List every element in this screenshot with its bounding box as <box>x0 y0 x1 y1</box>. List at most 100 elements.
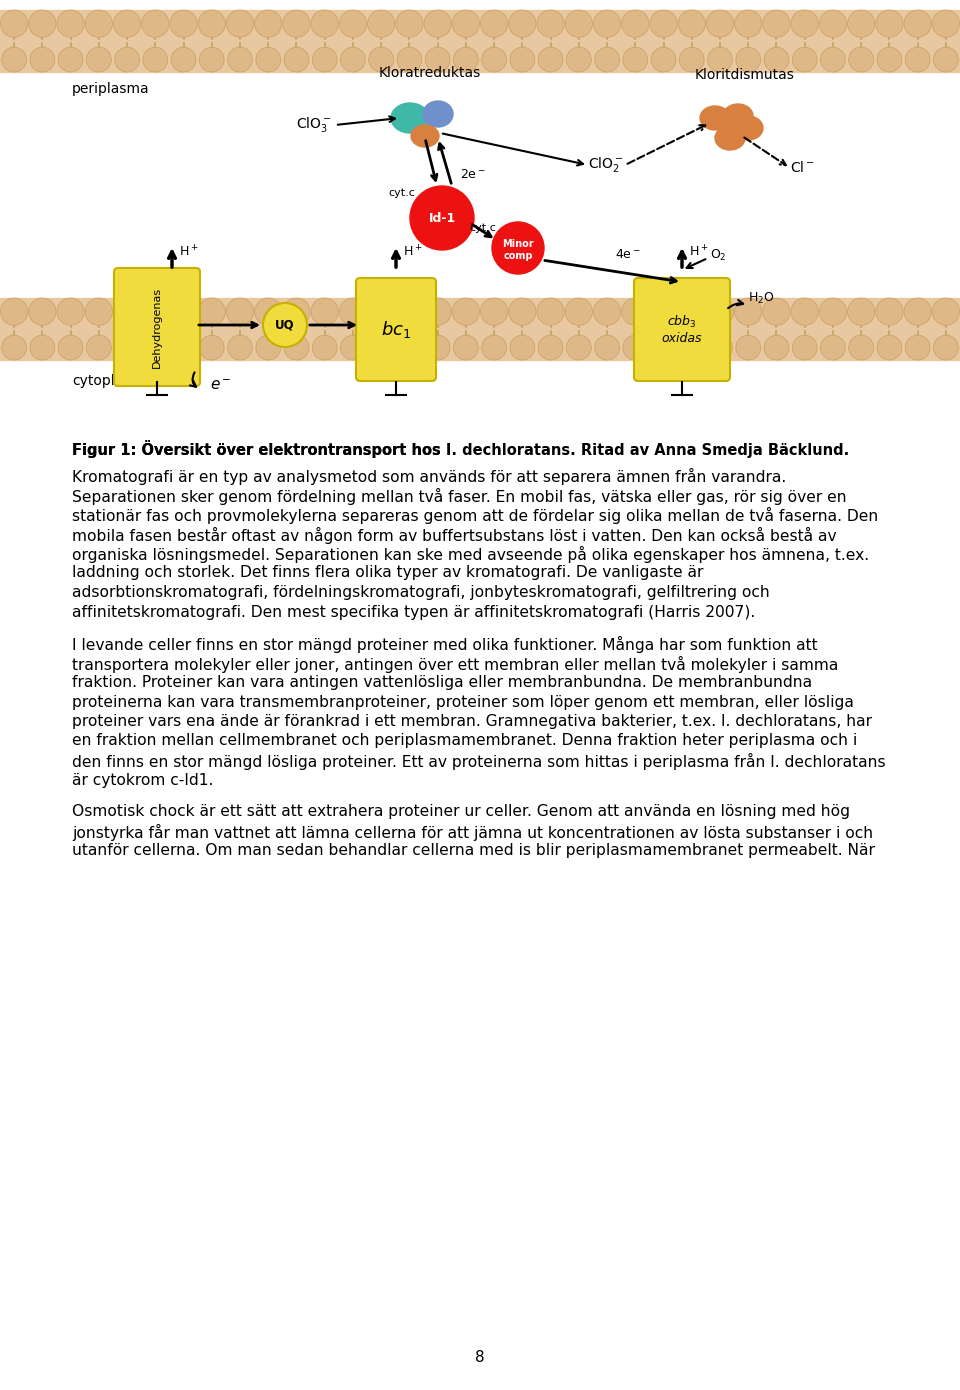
Circle shape <box>650 10 677 38</box>
Circle shape <box>397 335 421 360</box>
Circle shape <box>565 10 592 38</box>
Circle shape <box>849 335 874 360</box>
Circle shape <box>566 47 591 72</box>
Text: Kromatografi är en typ av analysmetod som används för att separera ämnen från va: Kromatografi är en typ av analysmetod so… <box>72 468 786 485</box>
Circle shape <box>170 297 197 325</box>
Circle shape <box>369 47 394 72</box>
Circle shape <box>368 10 395 38</box>
Circle shape <box>678 10 706 38</box>
Circle shape <box>651 335 676 360</box>
Text: Minor
comp: Minor comp <box>502 239 534 261</box>
Circle shape <box>707 10 733 38</box>
Circle shape <box>905 47 930 72</box>
Circle shape <box>734 10 762 38</box>
Bar <box>0 297 960 360</box>
Text: är cytokrom c-Id1.: är cytokrom c-Id1. <box>72 773 213 788</box>
Circle shape <box>113 297 141 325</box>
Circle shape <box>396 10 423 38</box>
Text: 2e$^-$: 2e$^-$ <box>460 168 486 182</box>
Text: I levande celler finns en stor mängd proteiner med olika funktioner. Många har s: I levande celler finns en stor mängd pro… <box>72 637 818 653</box>
Circle shape <box>680 335 705 360</box>
Text: H$^+$: H$^+$ <box>179 245 199 260</box>
Circle shape <box>311 10 338 38</box>
Circle shape <box>284 47 309 72</box>
Ellipse shape <box>723 104 753 128</box>
Circle shape <box>566 335 591 360</box>
Circle shape <box>877 47 901 72</box>
Text: O$_2$: O$_2$ <box>710 247 727 263</box>
Bar <box>0 10 960 72</box>
Circle shape <box>819 297 847 325</box>
Circle shape <box>452 10 480 38</box>
Text: adsorbtionskromatografi, fördelningskromatografi, jonbyteskromatografi, gelfiltr: adsorbtionskromatografi, fördelningskrom… <box>72 585 770 600</box>
Text: Cl$^-$: Cl$^-$ <box>790 160 815 175</box>
Circle shape <box>821 47 846 72</box>
Circle shape <box>480 297 508 325</box>
Text: stationär fas och provmolekylerna separeras genom att de fördelar sig olika mell: stationär fas och provmolekylerna separe… <box>72 507 878 524</box>
Text: ClO$_2^-$: ClO$_2^-$ <box>588 156 624 175</box>
Text: ClO$_3^-$: ClO$_3^-$ <box>297 115 332 135</box>
Text: jonstyrka får man vattnet att lämna cellerna för att jämna ut koncentrationen av: jonstyrka får man vattnet att lämna cell… <box>72 823 874 841</box>
FancyBboxPatch shape <box>634 278 730 381</box>
Circle shape <box>792 335 817 360</box>
Circle shape <box>650 297 677 325</box>
Circle shape <box>904 10 931 38</box>
Circle shape <box>2 47 27 72</box>
Circle shape <box>537 10 564 38</box>
Circle shape <box>339 297 367 325</box>
Text: laddning och storlek. Det finns flera olika typer av kromatografi. De vanligaste: laddning och storlek. Det finns flera ol… <box>72 566 704 581</box>
Circle shape <box>623 47 648 72</box>
Circle shape <box>623 335 648 360</box>
Circle shape <box>678 297 706 325</box>
Circle shape <box>932 297 960 325</box>
Circle shape <box>171 47 196 72</box>
Circle shape <box>143 47 168 72</box>
Text: 4e$^-$: 4e$^-$ <box>615 249 641 261</box>
Circle shape <box>424 297 451 325</box>
Text: Separationen sker genom fördelning mellan två faser. En mobil fas, vätska eller : Separationen sker genom fördelning mella… <box>72 488 847 505</box>
Circle shape <box>198 10 226 38</box>
Text: Kloratreduktas: Kloratreduktas <box>379 65 481 81</box>
Ellipse shape <box>715 126 745 150</box>
Circle shape <box>227 297 253 325</box>
Circle shape <box>791 297 818 325</box>
Text: UQ: UQ <box>276 318 295 331</box>
Circle shape <box>848 297 875 325</box>
Circle shape <box>312 335 337 360</box>
Text: proteinerna kan vara transmembranproteiner, proteiner som löper genom ett membra: proteinerna kan vara transmembranprotein… <box>72 695 853 709</box>
Circle shape <box>59 47 83 72</box>
Circle shape <box>763 10 790 38</box>
Text: $cbb_3$
oxidas: $cbb_3$ oxidas <box>661 314 703 345</box>
Text: organiska lösningsmedel. Separationen kan ske med avseende på olika egenskaper h: organiska lösningsmedel. Separationen ka… <box>72 546 869 563</box>
Circle shape <box>453 335 478 360</box>
Circle shape <box>876 297 903 325</box>
Circle shape <box>492 222 544 274</box>
Circle shape <box>792 47 817 72</box>
Circle shape <box>85 297 112 325</box>
Circle shape <box>59 335 83 360</box>
Circle shape <box>254 297 282 325</box>
Circle shape <box>341 47 366 72</box>
Text: Figur 1: Översikt över elektrontransport hos: Figur 1: Översikt över elektrontransport… <box>72 441 445 457</box>
Circle shape <box>622 10 649 38</box>
FancyBboxPatch shape <box>114 268 200 386</box>
Ellipse shape <box>700 106 730 131</box>
Circle shape <box>29 10 56 38</box>
Circle shape <box>791 10 818 38</box>
Circle shape <box>200 335 225 360</box>
Circle shape <box>593 297 621 325</box>
Circle shape <box>734 297 762 325</box>
Circle shape <box>284 335 309 360</box>
Circle shape <box>171 335 196 360</box>
Text: Id-1: Id-1 <box>428 211 456 225</box>
Circle shape <box>565 297 592 325</box>
Circle shape <box>143 335 168 360</box>
Circle shape <box>509 297 536 325</box>
Text: utanför cellerna. Om man sedan behandlar cellerna med is blir periplasmamembrane: utanför cellerna. Om man sedan behandlar… <box>72 842 875 858</box>
Circle shape <box>283 10 310 38</box>
Circle shape <box>85 10 112 38</box>
Circle shape <box>255 47 280 72</box>
Text: H$^+$: H$^+$ <box>689 245 708 260</box>
Circle shape <box>764 335 789 360</box>
Text: cyt.c: cyt.c <box>389 188 416 197</box>
